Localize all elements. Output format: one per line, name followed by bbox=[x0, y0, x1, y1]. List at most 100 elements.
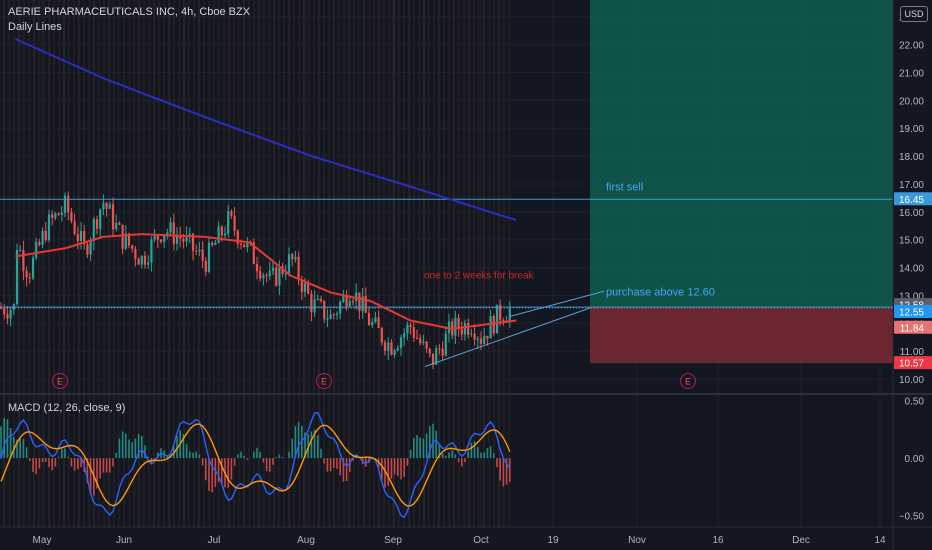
price-tick-label: 11.00 bbox=[900, 347, 925, 358]
indicator-lines bbox=[0, 38, 893, 367]
candle-body bbox=[236, 230, 239, 244]
candle-body bbox=[38, 241, 41, 245]
candle-body bbox=[303, 283, 307, 292]
candle-body bbox=[390, 342, 393, 355]
candle-body bbox=[470, 333, 473, 335]
candle-body bbox=[25, 270, 28, 278]
candle-body bbox=[44, 230, 47, 241]
earnings-marker-icon bbox=[680, 373, 696, 389]
candle-body bbox=[118, 222, 121, 225]
time-tick-label: May bbox=[33, 535, 52, 546]
candle-body bbox=[454, 317, 457, 336]
candle-body bbox=[102, 202, 105, 210]
candle-body bbox=[175, 236, 179, 244]
candle-body bbox=[422, 341, 425, 344]
earnings-marker-label: E bbox=[685, 377, 691, 387]
callout-line bbox=[509, 290, 605, 317]
candle-body bbox=[467, 323, 470, 335]
candle-body bbox=[262, 275, 265, 279]
time-tick-label: Sep bbox=[384, 535, 402, 546]
candle-body bbox=[227, 211, 230, 234]
candle-body bbox=[127, 233, 131, 246]
first-sell-label: first sell bbox=[606, 181, 643, 193]
candle-body bbox=[406, 324, 409, 334]
price-badge-label: 11.84 bbox=[900, 323, 925, 334]
signal-line bbox=[0, 423, 511, 507]
candle-body bbox=[182, 238, 185, 242]
candle-body bbox=[137, 258, 140, 265]
earnings-marker-label: E bbox=[57, 377, 63, 387]
candle-body bbox=[92, 219, 95, 241]
candle-body bbox=[486, 335, 489, 339]
price-tick-label: 10.00 bbox=[899, 375, 924, 386]
candle-body bbox=[73, 220, 76, 235]
candle-body bbox=[57, 213, 60, 216]
target-zone bbox=[590, 0, 893, 308]
price-tick-label: 18.00 bbox=[899, 152, 924, 163]
candle-body bbox=[409, 324, 412, 327]
time-tick-label: 19 bbox=[547, 535, 559, 546]
candle-body bbox=[351, 301, 355, 303]
annotations: first sell purchase above 12.60 one to 2 w… bbox=[52, 181, 715, 389]
price-badge bbox=[894, 304, 932, 318]
candle-body bbox=[492, 316, 495, 334]
candle-body bbox=[339, 302, 342, 314]
candle-body bbox=[431, 353, 435, 365]
candle-body bbox=[233, 215, 236, 231]
price-badge bbox=[894, 320, 932, 334]
candle-body bbox=[483, 335, 486, 344]
candle-body bbox=[387, 342, 390, 351]
candle-body bbox=[396, 348, 399, 351]
candle-body bbox=[355, 292, 358, 302]
candle-body bbox=[476, 338, 479, 340]
candle-body bbox=[246, 241, 249, 248]
purchase-label: purchase above 12.60 bbox=[606, 286, 715, 298]
price-tick-label: 22.00 bbox=[899, 41, 924, 52]
candle-body bbox=[393, 350, 396, 355]
grid bbox=[0, 0, 893, 527]
candle-body bbox=[380, 327, 383, 343]
candle-body bbox=[63, 195, 67, 213]
candle-body bbox=[377, 317, 380, 328]
candle-body bbox=[419, 338, 422, 344]
price-badge-label: 10.57 bbox=[899, 359, 924, 370]
candle-body bbox=[166, 232, 169, 235]
candle-body bbox=[319, 299, 323, 301]
candle-body bbox=[140, 255, 143, 265]
earnings-marker-icon bbox=[316, 373, 332, 389]
price-tick-label: 14.00 bbox=[899, 264, 924, 275]
candle-body bbox=[412, 326, 415, 338]
price-tick-label: 17.00 bbox=[899, 180, 924, 191]
time-tick-label: Dec bbox=[792, 535, 810, 546]
candle-body bbox=[143, 255, 147, 265]
currency-button[interactable]: USD bbox=[900, 6, 928, 22]
candle-body bbox=[374, 317, 377, 322]
candle-body bbox=[457, 317, 460, 330]
candle-body bbox=[89, 240, 92, 255]
candle-body bbox=[22, 249, 25, 271]
candle-body bbox=[435, 348, 438, 365]
candle-body bbox=[345, 294, 348, 307]
candle-body bbox=[108, 204, 111, 209]
candle-body bbox=[147, 262, 150, 265]
candle-body bbox=[403, 333, 406, 338]
candle-body bbox=[99, 209, 102, 229]
candle-body bbox=[47, 214, 51, 241]
candle-body bbox=[489, 316, 492, 339]
candle-body bbox=[3, 308, 6, 315]
time-tick-label: Oct bbox=[473, 535, 489, 546]
time-tick-label: 16 bbox=[712, 535, 724, 546]
candle-body bbox=[131, 245, 134, 249]
price-badge-label: 12.55 bbox=[899, 307, 924, 318]
candle-body bbox=[15, 250, 19, 305]
candle-body bbox=[220, 226, 223, 236]
macd-line bbox=[0, 411, 511, 519]
candle-body bbox=[310, 293, 313, 313]
candle-body bbox=[169, 222, 172, 233]
price-tick-label: 16.00 bbox=[899, 208, 924, 219]
candle-body bbox=[172, 222, 175, 244]
candle-body bbox=[54, 213, 57, 219]
